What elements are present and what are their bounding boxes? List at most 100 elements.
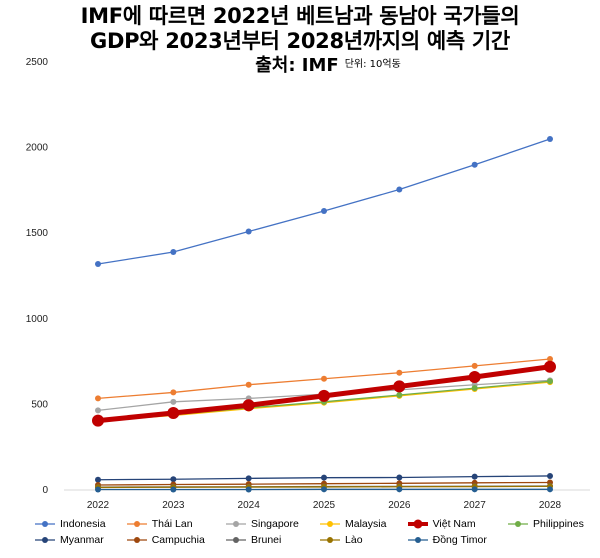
data-point xyxy=(547,472,553,479)
legend-item: Myanmar xyxy=(34,534,116,546)
series--ng-timor xyxy=(95,486,553,493)
legend-swatch xyxy=(35,537,55,543)
legend-item: Lào xyxy=(319,534,397,546)
data-point xyxy=(170,486,177,493)
data-point xyxy=(318,389,330,402)
data-point xyxy=(245,486,252,493)
data-point xyxy=(95,395,101,402)
legend-item: Philippines xyxy=(507,518,594,530)
legend-label: Thái Lan xyxy=(151,518,193,530)
x-tick-label: 2025 xyxy=(313,500,336,511)
series-th-i-lan xyxy=(95,356,553,402)
chart-legend: Indonesia Thái Lan Singapore Malaysia Việt N… xyxy=(34,518,594,546)
data-point xyxy=(396,186,403,193)
legend-swatch xyxy=(225,521,246,527)
data-point xyxy=(245,475,252,482)
x-tick-label: 2023 xyxy=(162,500,185,511)
data-point xyxy=(167,406,180,419)
data-point xyxy=(245,381,252,388)
y-tick-label: 2500 xyxy=(26,57,49,68)
data-point xyxy=(393,380,406,393)
data-point xyxy=(321,375,327,382)
data-point xyxy=(95,476,101,483)
legend-swatch xyxy=(508,521,529,527)
x-tick-label: 2022 xyxy=(87,500,110,511)
legend-label: Malaysia xyxy=(345,518,387,530)
x-tick-label: 2027 xyxy=(464,500,487,511)
data-point xyxy=(92,414,104,427)
series-line xyxy=(97,138,551,265)
x-tick-label: 2028 xyxy=(539,500,562,511)
data-point xyxy=(396,391,403,398)
legend-label: Indonesia xyxy=(60,518,106,530)
x-tick-label: 2026 xyxy=(388,500,411,511)
legend-item: Đồng Timor xyxy=(407,534,497,546)
data-point xyxy=(544,360,556,373)
legend-swatch xyxy=(126,521,147,527)
data-point xyxy=(396,486,403,493)
data-point xyxy=(95,261,101,268)
legend-swatch xyxy=(126,537,147,543)
data-point xyxy=(468,371,481,384)
data-point xyxy=(321,474,327,481)
chart-title-block: IMF에 따르면 2022년 베트남과 동남아 국가들의 GDP와 2023년부… xyxy=(0,4,600,77)
data-point xyxy=(471,473,478,480)
series-vi-t-nam xyxy=(92,360,556,427)
legend-swatch xyxy=(407,519,428,529)
data-point xyxy=(321,486,327,493)
data-point xyxy=(242,399,255,412)
data-point xyxy=(471,486,478,493)
series-myanmar xyxy=(95,472,553,483)
legend-item: Indonesia xyxy=(34,518,116,530)
line-chart: 0 500 1000 1500 2000 2500 2022 2023 2024 2025 2026… xyxy=(26,57,590,511)
legend-label: Đồng Timor xyxy=(432,534,487,546)
data-point xyxy=(170,389,177,396)
legend-item: Thái Lan xyxy=(126,518,215,530)
data-point xyxy=(471,385,478,392)
data-point xyxy=(547,378,553,385)
data-point xyxy=(170,398,177,405)
legend-label: Việt Nam xyxy=(432,518,476,530)
legend-label: Campuchia xyxy=(151,534,205,546)
legend-label: Singapore xyxy=(250,518,299,530)
legend-swatch xyxy=(320,521,341,527)
data-point xyxy=(95,407,101,414)
unit-label: 단위: 10억동 xyxy=(344,59,401,70)
legend-item: Việt Nam xyxy=(407,518,497,530)
series-indonesia xyxy=(95,136,553,268)
legend-label: Myanmar xyxy=(60,534,104,546)
legend-item: Campuchia xyxy=(126,534,215,546)
chart-title-line2: GDP와 2023년부터 2028년까지의 예측 기간 xyxy=(90,29,510,53)
data-point xyxy=(547,486,553,493)
data-point xyxy=(170,249,177,256)
legend-label: Lào xyxy=(345,534,363,546)
y-tick-label: 1500 xyxy=(26,228,49,239)
data-point xyxy=(95,486,101,493)
data-point xyxy=(245,228,252,235)
y-tick-label: 2000 xyxy=(26,143,49,154)
y-tick-label: 0 xyxy=(42,485,48,496)
data-point xyxy=(547,136,553,143)
data-point xyxy=(321,207,327,214)
legend-item: Singapore xyxy=(225,518,309,530)
x-tick-label: 2024 xyxy=(238,500,261,511)
legend-swatch xyxy=(320,537,341,543)
chart-title-line1: IMF에 따르면 2022년 베트남과 동남아 국가들의 xyxy=(80,4,520,28)
chart-source: 출처: IMF 단위: 10억동 xyxy=(56,54,600,77)
y-tick-label: 500 xyxy=(31,399,48,410)
legend-swatch xyxy=(407,537,428,543)
data-point xyxy=(170,476,177,483)
legend-item: Malaysia xyxy=(319,518,397,530)
legend-label: Philippines xyxy=(533,518,584,530)
data-point xyxy=(471,362,478,369)
legend-swatch xyxy=(225,537,246,543)
legend-item: Brunei xyxy=(225,534,309,546)
y-tick-label: 1000 xyxy=(26,314,49,325)
data-point xyxy=(396,474,403,481)
data-point xyxy=(396,369,403,376)
data-point xyxy=(471,161,478,168)
source-text: 출처: IMF xyxy=(255,55,339,76)
legend-label: Brunei xyxy=(250,534,282,546)
data-point xyxy=(547,356,553,363)
legend-swatch xyxy=(35,521,55,527)
